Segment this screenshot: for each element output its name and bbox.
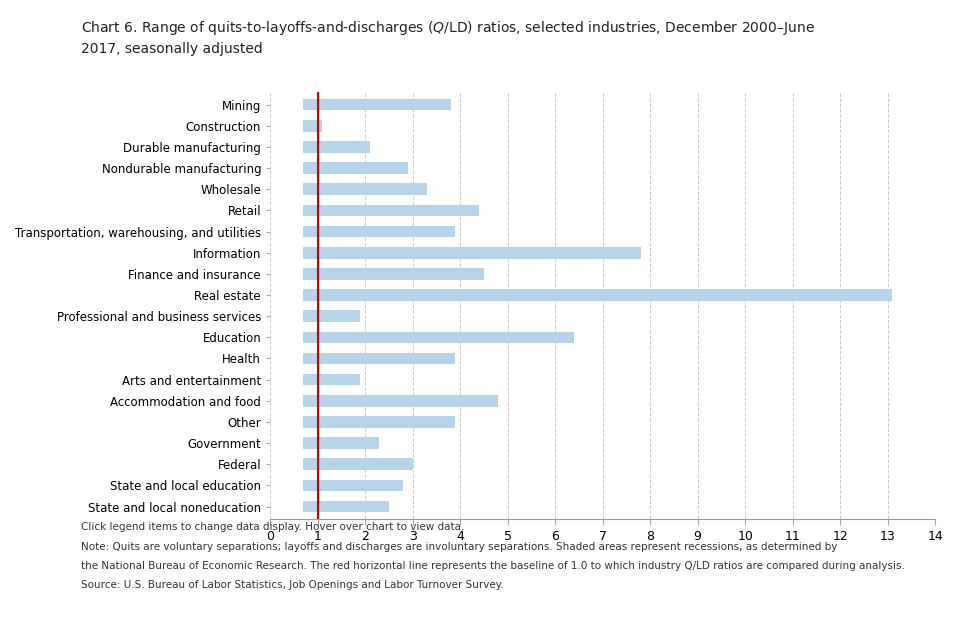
Bar [304, 99, 450, 110]
Bar [304, 458, 413, 470]
Bar [304, 310, 360, 322]
Bar [304, 416, 455, 428]
Bar [304, 331, 574, 343]
Text: Chart 6. Range of quits-to-layoffs-and-discharges ($\mathit{Q}$/LD) ratios, sele: Chart 6. Range of quits-to-layoffs-and-d… [81, 19, 815, 37]
Bar [304, 395, 498, 406]
Bar [304, 183, 427, 195]
Bar [304, 268, 484, 279]
Bar [304, 479, 403, 491]
Bar [304, 501, 389, 512]
Bar [304, 353, 455, 364]
Text: Source: U.S. Bureau of Labor Statistics, Job Openings and Labor Turnover Survey.: Source: U.S. Bureau of Labor Statistics,… [81, 580, 504, 590]
Bar [304, 289, 892, 301]
Bar [304, 374, 360, 385]
Text: 2017, seasonally adjusted: 2017, seasonally adjusted [81, 42, 263, 56]
Bar [304, 226, 455, 237]
Text: Note: Quits are voluntary separations; layoffs and discharges are involuntary se: Note: Quits are voluntary separations; l… [81, 542, 838, 552]
Bar [304, 247, 641, 258]
Bar [304, 141, 370, 153]
Text: the National Bureau of Economic Research. The red horizontal line represents the: the National Bureau of Economic Research… [81, 561, 905, 571]
Bar [304, 437, 379, 449]
Bar [304, 162, 408, 174]
Bar [304, 120, 323, 131]
Text: Click legend items to change data display. Hover over chart to view data.: Click legend items to change data displa… [81, 522, 465, 533]
Bar [304, 204, 479, 216]
